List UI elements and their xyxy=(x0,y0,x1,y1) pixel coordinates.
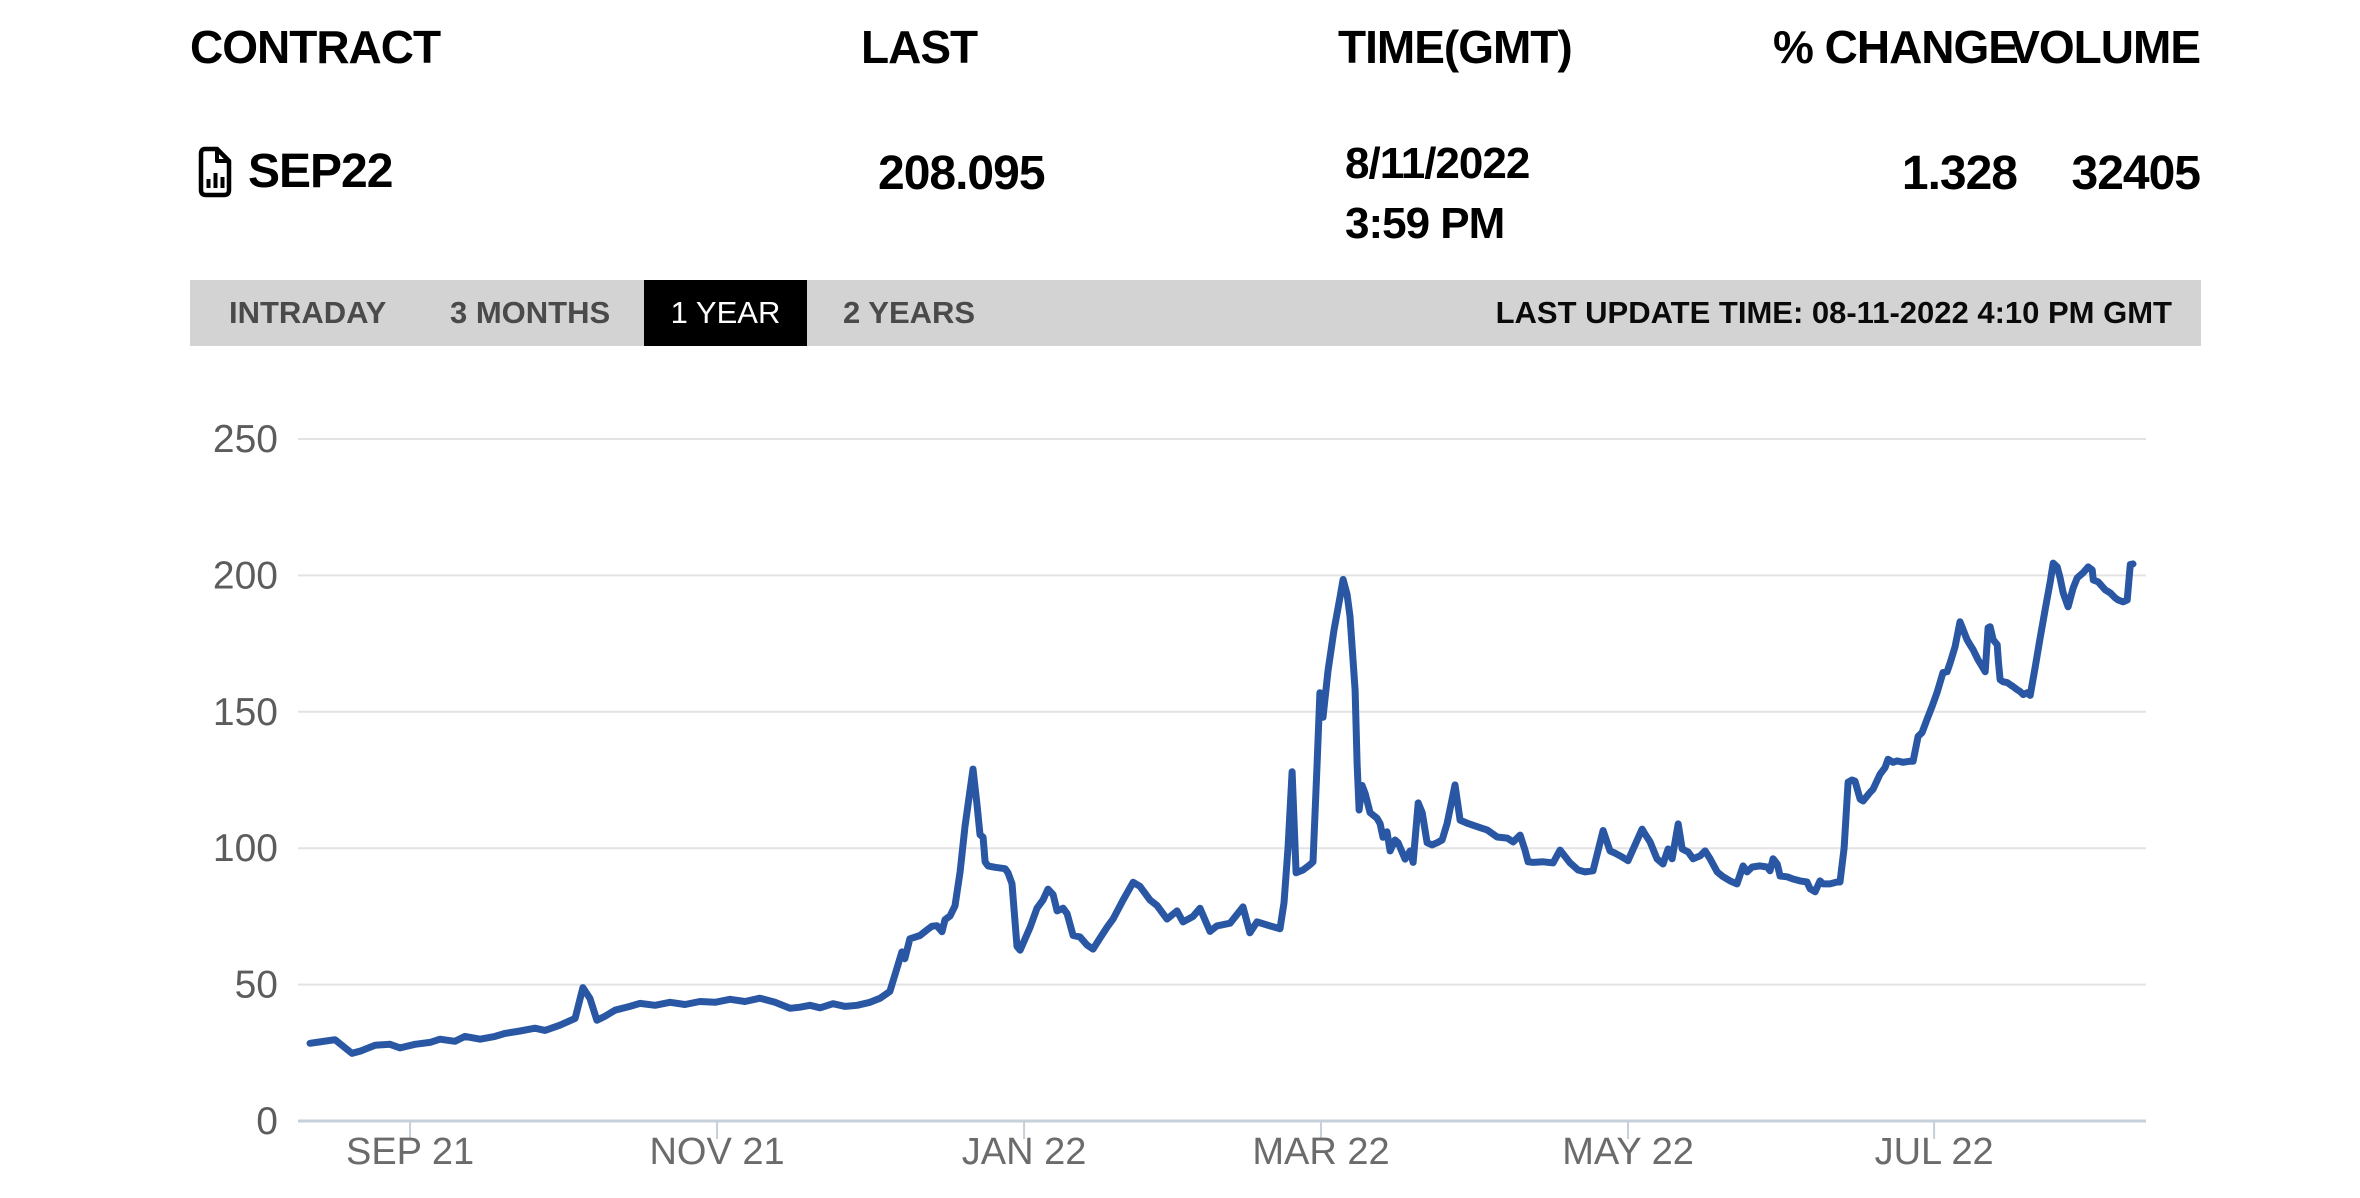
x-axis-label: JUL 22 xyxy=(1875,1131,1994,1173)
column-header-pct-change: % CHANGE xyxy=(1772,21,2019,73)
contract-name: SEP22 xyxy=(248,145,393,198)
chart-document-icon xyxy=(198,146,232,197)
column-header-contract: CONTRACT xyxy=(190,21,441,73)
x-axis-label: MAR 22 xyxy=(1252,1131,1389,1173)
column-header-time-gmt: TIME(GMT) xyxy=(1338,21,1573,73)
x-axis-label: JAN 22 xyxy=(962,1131,1087,1173)
tab-3-months[interactable]: 3 MONTHS xyxy=(450,295,611,330)
x-axis-label: SEP 21 xyxy=(346,1131,474,1173)
time-date: 8/11/2022 xyxy=(1345,139,1530,188)
pct-change-value: 1.328 xyxy=(1901,147,2018,200)
column-header-volume: VOLUME xyxy=(2009,21,2201,73)
x-axis-label: NOV 21 xyxy=(649,1131,784,1173)
column-header-last: LAST xyxy=(861,21,978,73)
tab-1-year[interactable]: 1 YEAR xyxy=(644,280,807,346)
y-axis-label-0: 0 xyxy=(256,1100,278,1143)
time-gmt-value: 8/11/2022 3:59 PM xyxy=(1345,134,1530,254)
price-line-sep22 xyxy=(306,559,2137,1057)
last-update-time: LAST UPDATE TIME: 08-11-2022 4:10 PM GMT xyxy=(1495,295,2172,330)
tab-2-years[interactable]: 2 YEARS xyxy=(843,295,976,330)
time-clock: 3:59 PM xyxy=(1345,199,1505,248)
y-axis-label-50: 50 xyxy=(235,964,278,1007)
tab-intraday[interactable]: INTRADAY xyxy=(229,295,387,330)
y-axis-label-150: 150 xyxy=(213,691,278,734)
y-axis-label-250: 250 xyxy=(213,418,278,461)
volume-value: 32405 xyxy=(2071,147,2201,200)
y-axis-label-200: 200 xyxy=(213,554,278,597)
last-price-value: 208.095 xyxy=(878,147,1046,200)
period-tab-bar: INTRADAY 3 MONTHS 1 YEAR 2 YEARS LAST UP… xyxy=(190,280,2201,346)
table-row[interactable]: SEP22 xyxy=(198,144,393,199)
y-axis-label-100: 100 xyxy=(213,827,278,870)
x-axis-label: MAY 22 xyxy=(1562,1131,1694,1173)
